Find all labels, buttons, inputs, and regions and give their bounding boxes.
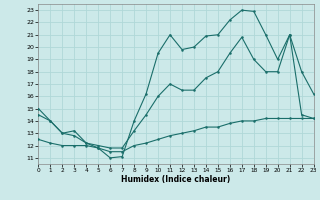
X-axis label: Humidex (Indice chaleur): Humidex (Indice chaleur) xyxy=(121,175,231,184)
